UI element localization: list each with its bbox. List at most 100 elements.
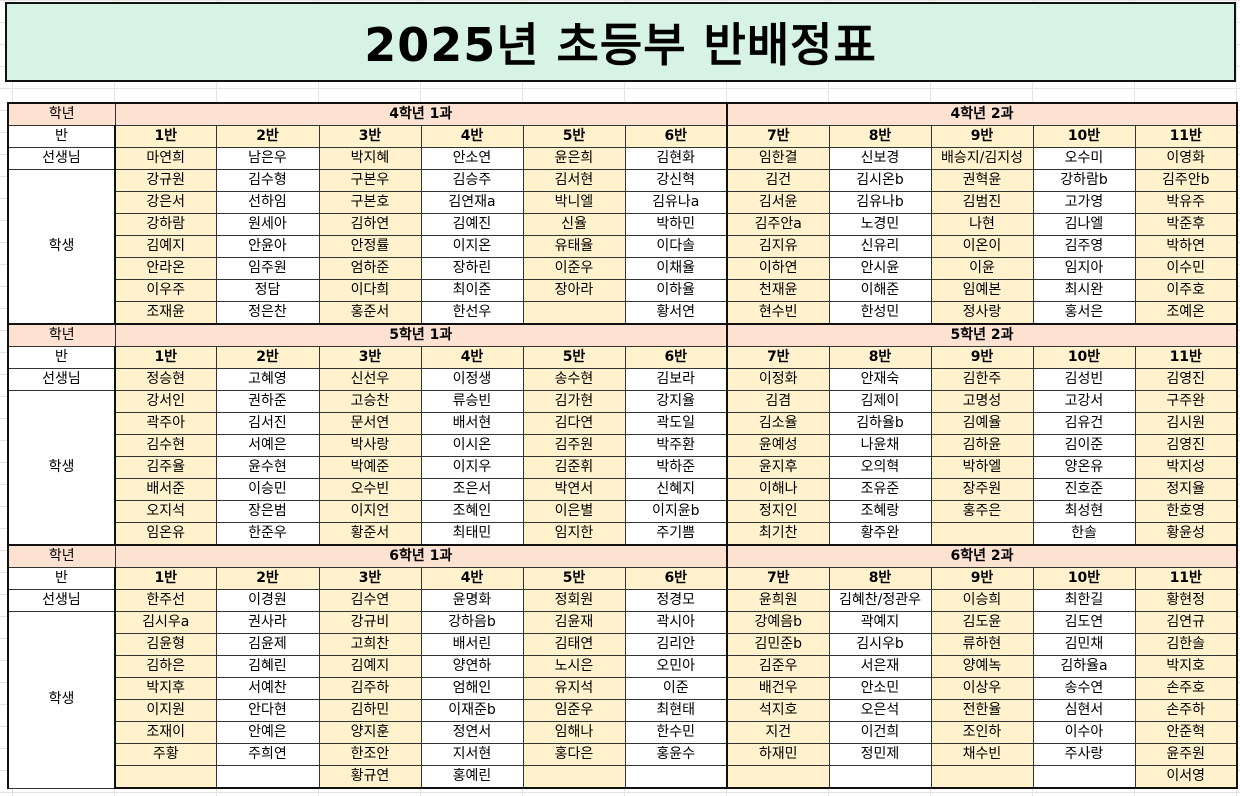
student-cell: 김민채: [1032, 633, 1136, 656]
teacher-cell: 이영화: [1134, 147, 1238, 170]
student-cell: 구본우: [318, 169, 422, 192]
student-cell: 박연서: [522, 478, 626, 501]
student-cell: 현수빈: [726, 301, 830, 325]
student-cell: 김다연: [522, 412, 626, 435]
teacher-cell: 한주선: [114, 589, 217, 612]
class-name-cell: 5반: [522, 567, 626, 590]
student-cell: 김수현: [114, 434, 217, 457]
student-cell: 김서윤: [726, 191, 830, 214]
student-cell: 장은범: [215, 500, 320, 523]
student-cell: 김서진: [215, 412, 320, 435]
student-cell: 한호영: [1134, 500, 1238, 523]
class-name-cell: 10반: [1032, 125, 1136, 148]
student-cell: 정담: [215, 279, 320, 302]
class-name-cell: 5반: [522, 125, 626, 148]
student-cell: 박지성: [1134, 456, 1238, 479]
class-name-cell: 11반: [1134, 125, 1238, 148]
student-cell: 김예지: [318, 655, 422, 678]
student-cell: 유태율: [522, 235, 626, 258]
student-cell: 박하연: [1134, 235, 1238, 258]
student-cell: 윤예성: [726, 434, 830, 457]
student-cell: 정사랑: [930, 301, 1034, 325]
student-cell: 서예찬: [215, 677, 320, 700]
student-cell: 김리안: [624, 633, 728, 656]
student-cell: 홍주은: [930, 500, 1034, 523]
class-name-cell: 8반: [828, 567, 932, 590]
student-cell: 김하윤: [930, 434, 1034, 457]
student-cell: 주사랑: [1032, 743, 1136, 766]
student-cell: 안정률: [318, 235, 422, 258]
class-name-cell: 10반: [1032, 346, 1136, 369]
student-cell: 최기찬: [726, 522, 830, 546]
grade-header-row: 학년 6학년 1과 6학년 2과: [7, 544, 1238, 568]
grade-label: 학년: [7, 323, 116, 347]
student-cell: [215, 765, 320, 789]
student-cell: 김나엘: [1032, 213, 1136, 236]
student-cell: 이승민: [215, 478, 320, 501]
student-cell: 권사라: [215, 611, 320, 634]
student-cell: 이지우: [420, 456, 524, 479]
student-cell: 최성현: [1032, 500, 1136, 523]
student-cell: 김서현: [522, 169, 626, 192]
student-cell: 엄하준: [318, 257, 422, 280]
teacher-cell: 임한결: [726, 147, 830, 170]
teacher-label: 선생님: [7, 147, 116, 170]
student-row: 곽주아 김서진 문서연 배서현 김다연 곽도일 김소율 김하율b 김예율 김유건 김시원: [8, 412, 1238, 435]
student-cell: 양온유: [1032, 456, 1136, 479]
student-cell: 홍서은: [1032, 301, 1136, 325]
teacher-cell: 김한주: [930, 368, 1034, 391]
student-cell: 곽주아: [114, 412, 217, 435]
student-cell: 최이준: [420, 279, 524, 302]
class-name-cell: 4반: [420, 125, 524, 148]
teacher-cell: 정승현: [114, 368, 217, 391]
student-cell: 이다솔: [624, 235, 728, 258]
student-row: 학생 강규원 김수형 구본우 김승주 김서현 강신혁 김건 김시온b 권혁윤 강하람b 김주안b: [7, 169, 1238, 325]
student-cell: 이상우: [930, 677, 1034, 700]
student-cell: 강하음b: [420, 611, 524, 634]
student-row: 김수현 서예은 박사랑 이시온 김주원 박주환 윤예성 나윤채 김하윤 김이준 김영진: [8, 434, 1238, 457]
class-name-cell: 3반: [318, 567, 422, 590]
student-cell: 노시은: [522, 655, 626, 678]
student-row: 박지후 서예찬 김주하 엄해인 유지석 이준 배건우 안소민 이상우 송수연 손주호: [8, 677, 1238, 700]
student-cell: 이지윤b: [624, 500, 728, 523]
student-cell: 오의혁: [828, 456, 932, 479]
student-cell: 고승찬: [318, 390, 422, 413]
student-cell: 오지석: [114, 500, 217, 523]
teacher-cell: 윤은희: [522, 147, 626, 170]
student-cell: 박사랑: [318, 434, 422, 457]
class-name-cell: 4반: [420, 346, 524, 369]
student-cell: 이수민: [1134, 257, 1238, 280]
class-name-cell: 3반: [318, 346, 422, 369]
student-cell: 김하민: [318, 699, 422, 722]
student-cell: 조재윤: [114, 301, 217, 325]
class-name-cell: 1반: [114, 125, 217, 148]
student-cell: 홍윤수: [624, 743, 728, 766]
student-cell: 홍예린: [420, 765, 524, 789]
student-cell: 안시윤: [828, 257, 932, 280]
student-cell: [522, 301, 626, 325]
student-row: 오지석 장은범 이지언 조혜인 이은별 이지윤b 정지인 조혜랑 홍주은 최성현 한호영: [8, 500, 1238, 523]
student-cell: 김수형: [215, 169, 320, 192]
teacher-cell: 이정생: [420, 368, 524, 391]
student-cell: 주희연: [215, 743, 320, 766]
student-cell: 김소율: [726, 412, 830, 435]
class-name-cell: 5반: [522, 346, 626, 369]
student-cell: 고가영: [1032, 191, 1136, 214]
student-cell: 신유리: [828, 235, 932, 258]
student-cell: 이은별: [522, 500, 626, 523]
student-cell: 이해준: [828, 279, 932, 302]
student-cell: 이서영: [1134, 765, 1238, 789]
student-cell: 류승빈: [420, 390, 524, 413]
student-cell: 강신혁: [624, 169, 728, 192]
student-row: 김하은 김혜린 김예지 양연하 노시은 오민아 김준우 서은재 양예녹 김하율a 박지호: [8, 655, 1238, 678]
student-cell: 배서준: [114, 478, 217, 501]
student-cell: 한준우: [215, 522, 320, 546]
student-cell: 강예음b: [726, 611, 830, 634]
student-cell: 나현: [930, 213, 1034, 236]
student-cell: 강하람: [114, 213, 217, 236]
student-cell: 구본호: [318, 191, 422, 214]
student-row: 배서준 이승민 오수빈 조은서 박연서 신혜지 이해나 조유준 장주원 진호준 정지율: [8, 478, 1238, 501]
student-cell: 안소민: [828, 677, 932, 700]
student-cell: 지건: [726, 721, 830, 744]
student-cell: 박하엘: [930, 456, 1034, 479]
